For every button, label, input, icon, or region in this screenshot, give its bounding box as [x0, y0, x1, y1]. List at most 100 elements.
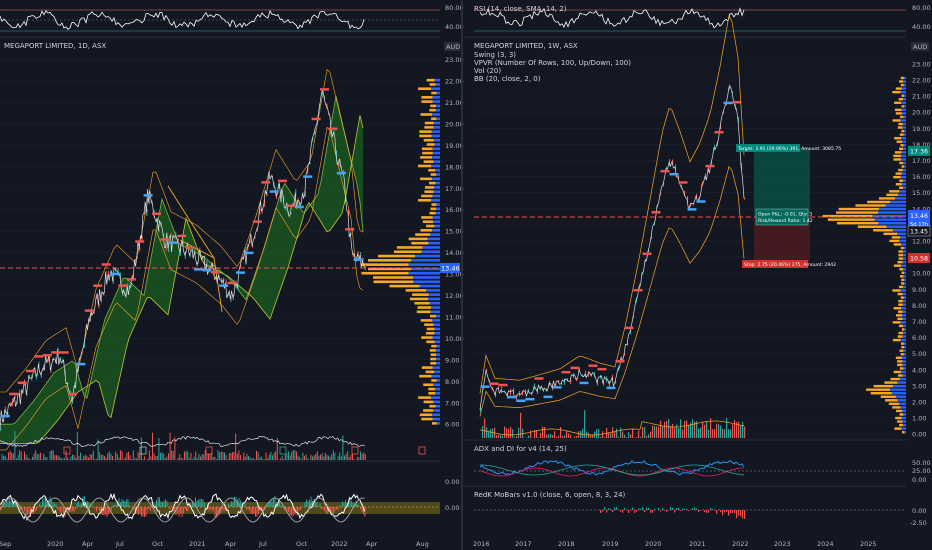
vp-bar-up — [899, 413, 904, 416]
vp-bar-down — [433, 160, 440, 163]
volume-bar — [73, 454, 75, 460]
candle — [603, 381, 605, 386]
vp-bar-up — [900, 76, 904, 80]
candle — [228, 292, 230, 297]
candle — [543, 388, 545, 393]
left-volume-pane[interactable] — [0, 431, 426, 460]
volume-bar — [534, 430, 536, 438]
osc-bar — [304, 501, 306, 507]
volume-bar — [542, 426, 544, 438]
candle — [163, 233, 165, 237]
ema-cloud — [0, 96, 363, 444]
price-tick: 10.00 — [445, 335, 464, 343]
vp-bar-down — [899, 377, 906, 381]
candle — [7, 411, 9, 418]
volume-bar — [132, 450, 134, 460]
swing-marker — [76, 362, 86, 366]
candle — [489, 379, 491, 383]
right-time-axis[interactable]: 2016 2017 2018 2019 2020 2021 2022 2023 2024 2025 — [473, 540, 877, 548]
volume-bar — [664, 421, 666, 438]
indicator-swing: Swing (3, 3) — [474, 51, 516, 59]
candle — [103, 292, 105, 296]
vp-bar-up — [884, 381, 898, 384]
volume-bar — [304, 455, 305, 460]
price-tick: 21.00 — [445, 99, 464, 107]
osc-bar — [27, 507, 28, 516]
right-rsi-pane[interactable]: RSI (14, close, SMA, 14, 2) 80.00 40.00 — [474, 4, 931, 32]
left-time-axis[interactable]: Sep 2020 Apr Jul Oct 2021 Apr Jul Oct 2022 Apr Aug — [0, 540, 429, 548]
volume-bar — [182, 458, 184, 460]
left-oscillator-pane[interactable]: 0.00 0.00 — [0, 478, 459, 523]
vp-bar-up — [898, 374, 903, 377]
volume-bar — [612, 427, 614, 438]
vp-bar-down — [891, 392, 906, 395]
left-main-pane[interactable]: MEGAPORT LIMITED, 1D, ASX — [0, 42, 440, 451]
volume-bar — [4, 455, 6, 460]
volume-bar — [674, 427, 676, 438]
right-adx-pane[interactable]: ADX and DI for v4 (14, 25) 50.00 25.00 0… — [474, 445, 931, 484]
vp-bar-up — [424, 190, 434, 193]
vp-bar-up — [420, 113, 433, 116]
volume-bar — [108, 451, 110, 460]
osc-bar — [271, 500, 273, 507]
volume-bar — [94, 458, 96, 460]
osc-bar — [291, 507, 292, 516]
candle — [50, 367, 52, 374]
time-tick: Apr — [366, 540, 378, 548]
volume-bar — [622, 431, 624, 438]
volume-bar — [682, 429, 684, 438]
vp-bar-down — [902, 360, 906, 363]
volume-bar — [270, 451, 272, 460]
candle — [88, 316, 90, 321]
volume-bar — [142, 458, 144, 460]
swing-marker — [489, 382, 499, 385]
rsi-line — [0, 9, 365, 30]
candle — [642, 271, 644, 275]
candle — [230, 296, 232, 302]
osc-bar — [181, 507, 183, 518]
volume-bar — [598, 429, 600, 438]
redk-bar — [610, 508, 612, 510]
redk-bar — [608, 508, 610, 510]
redk-bar — [718, 509, 720, 510]
volume-bar — [198, 453, 200, 460]
candle — [570, 378, 572, 384]
volume-bar — [46, 457, 48, 460]
volume-bar — [195, 451, 197, 460]
osc-bar — [139, 507, 141, 515]
event-marker — [63, 446, 71, 455]
rsi-tick-40: 40.00 — [445, 23, 464, 31]
vp-bar-up — [426, 78, 435, 82]
swing-marker — [669, 172, 679, 176]
volume-bar — [216, 459, 217, 460]
osc-bar — [318, 506, 319, 507]
currency-badge — [444, 42, 460, 51]
vp-bar-up — [423, 409, 434, 412]
volume-bar — [331, 454, 333, 460]
vp-bar-up — [901, 282, 905, 285]
volume-bar — [680, 419, 682, 438]
right-redk-pane[interactable]: RedK MoBars v1.0 (close, 6, open, 8, 3, … — [474, 491, 927, 527]
swing-marker — [9, 392, 19, 396]
right-main-pane[interactable]: Target: 3.91 (29.06%) 391, Amount: 3085.… — [474, 14, 906, 439]
candle — [278, 181, 280, 189]
left-price-axis[interactable]: AUD 23.00 22.00 21.00 20.00 19.00 18.00 17.00 1… — [440, 38, 464, 430]
bb-upper — [479, 14, 745, 394]
left-rsi-pane[interactable]: 80.00 40.00 — [0, 4, 464, 32]
trendline-2 — [179, 239, 223, 313]
right-price-axis[interactable]: AUD 23.0022.0021.0020.0019.0018.0017.001… — [906, 38, 932, 440]
volume-bar — [358, 457, 360, 460]
vp-bar-down — [903, 161, 906, 165]
redk-tick-neg: -2.50 — [910, 519, 927, 527]
volume-bar — [329, 456, 331, 460]
volume-bar — [113, 459, 115, 460]
vp-bar-down — [903, 246, 906, 250]
vp-bar-down — [903, 115, 906, 119]
candle — [525, 389, 527, 394]
time-tick: Apr — [82, 540, 94, 548]
candle — [4, 406, 6, 414]
vp-bar-up — [894, 151, 902, 154]
candle — [333, 130, 335, 135]
candle — [567, 378, 569, 382]
